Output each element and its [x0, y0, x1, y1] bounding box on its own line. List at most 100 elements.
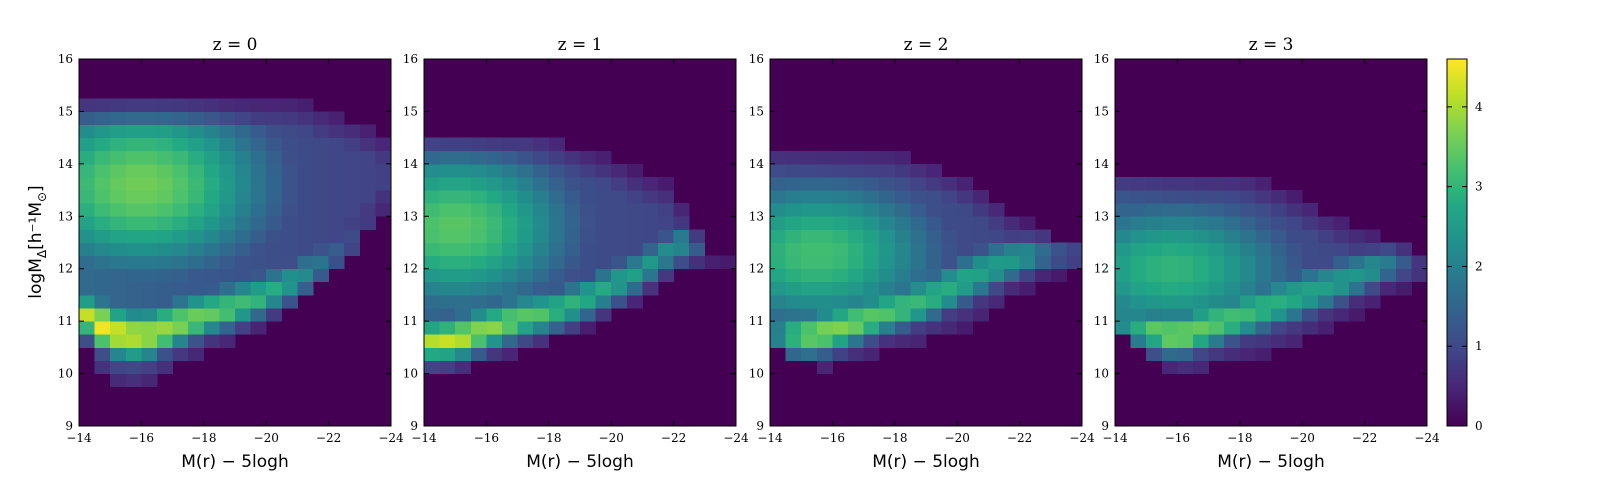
heatmap-cell: [832, 229, 849, 243]
heatmap-cell: [219, 176, 236, 191]
heatmap-cell: [281, 111, 298, 125]
heatmap-cell: [219, 308, 236, 322]
heatmap-cell: [141, 347, 158, 361]
heatmap-cell: [94, 229, 111, 243]
heatmap-cell: [770, 203, 786, 217]
heatmap-cell: [1208, 321, 1225, 335]
heatmap-cell: [328, 229, 345, 243]
heatmap-cell: [141, 216, 158, 230]
heatmap-cell: [94, 203, 111, 217]
heatmap-cell: [1004, 281, 1020, 296]
heatmap-cell: [1161, 321, 1178, 335]
heatmap-cell: [658, 190, 674, 204]
heatmap-cell: [1395, 281, 1412, 296]
heatmap-cell: [125, 216, 142, 230]
heatmap-cell: [1239, 308, 1256, 322]
heatmap-cell: [926, 281, 942, 296]
x-axis-label: M(r) − 5logh: [526, 452, 633, 472]
heatmap-cell: [188, 150, 205, 165]
heatmap-cell: [313, 268, 329, 283]
heatmap-cell: [1286, 294, 1303, 309]
heatmap-cell: [188, 176, 205, 191]
heatmap-cell: [313, 255, 329, 270]
heatmap-cell: [957, 229, 974, 243]
heatmap-cell: [1333, 216, 1350, 230]
heatmap-cell: [910, 242, 927, 257]
heatmap-cell: [470, 268, 487, 283]
heatmap-cell: [125, 124, 142, 139]
heatmap-cell: [801, 203, 818, 217]
heatmap-cell: [517, 281, 534, 296]
heatmap-cell: [157, 98, 173, 112]
heatmap-cell: [801, 163, 818, 178]
heatmap-cell: [424, 242, 440, 257]
heatmap-cell: [517, 176, 534, 191]
x-tick-label: −16: [474, 431, 499, 445]
x-tick-label: −14: [411, 431, 437, 445]
heatmap-cell: [564, 268, 581, 283]
heatmap-cell: [297, 176, 314, 191]
heatmap-cell: [642, 176, 659, 191]
heatmap-cell: [941, 308, 958, 322]
heatmap-cell: [455, 190, 472, 204]
heatmap-cell: [94, 163, 111, 178]
heatmap-cell: [439, 176, 456, 191]
x-tick-label: −18: [536, 431, 561, 445]
heatmap-cell: [94, 308, 111, 322]
x-tick-label: −16: [1165, 431, 1190, 445]
y-tick-label: 10: [403, 367, 418, 381]
heatmap-cell: [972, 216, 989, 230]
heatmap-cell: [894, 294, 911, 309]
heatmap-cell: [188, 281, 205, 296]
heatmap-cell: [1208, 255, 1225, 270]
x-tick-label: −18: [1227, 431, 1252, 445]
heatmap-cell: [281, 203, 298, 217]
heatmap-cell: [94, 268, 111, 283]
heatmap-cell: [1208, 268, 1225, 283]
heatmap-cell: [1161, 229, 1178, 243]
heatmap-cell: [1004, 216, 1020, 230]
heatmap-cell: [785, 334, 802, 348]
heatmap-cell: [1177, 203, 1194, 217]
heatmap-cell: [235, 190, 251, 204]
heatmap-cell: [926, 242, 942, 257]
heatmap-cell: [1255, 321, 1272, 335]
y-tick-label: 14: [749, 157, 765, 171]
heatmap-cell: [470, 163, 487, 178]
heatmap-cell: [1161, 203, 1178, 217]
heatmap-cell: [157, 347, 173, 361]
heatmap-cell: [611, 242, 628, 257]
heatmap-cell: [455, 308, 472, 322]
heatmap-cell: [785, 163, 802, 178]
heatmap-cell: [470, 150, 487, 165]
heatmap-cell: [424, 347, 440, 361]
heatmap-cell: [502, 334, 518, 348]
heatmap-cell: [266, 308, 283, 322]
heatmap-cell: [1364, 294, 1381, 309]
panels-group: z = 0 −14 −16 −18 −20 −22 −24 9 10 11 12 13 14 15 16 M(…: [58, 35, 1440, 472]
heatmap-cell: [941, 242, 958, 257]
heatmap-cell: [203, 190, 220, 204]
heatmap-cell: [94, 347, 111, 361]
heatmap-cell: [439, 137, 456, 152]
heatmap-cell: [94, 190, 111, 204]
heatmap-cell: [894, 176, 911, 191]
heatmap-cell: [595, 294, 612, 309]
heatmap-cell: [439, 281, 456, 296]
heatmap-cell: [486, 294, 503, 309]
y-tick-label: 14: [1094, 157, 1110, 171]
heatmap-cell: [79, 163, 95, 178]
heatmap-cell: [972, 268, 989, 283]
heatmap-cell: [1395, 255, 1412, 270]
heatmap-cell: [816, 334, 833, 348]
heatmap-cell: [595, 255, 612, 270]
heatmap-cell: [1224, 334, 1241, 348]
heatmap-cells: [424, 137, 737, 374]
heatmap-cell: [1130, 242, 1147, 257]
heatmap-cell: [157, 190, 173, 204]
heatmap-cell: [1115, 308, 1131, 322]
heatmap-cell: [502, 347, 518, 361]
heatmap-cell: [1364, 229, 1381, 243]
heatmap-cell: [879, 150, 896, 165]
heatmap-cell: [642, 190, 659, 204]
